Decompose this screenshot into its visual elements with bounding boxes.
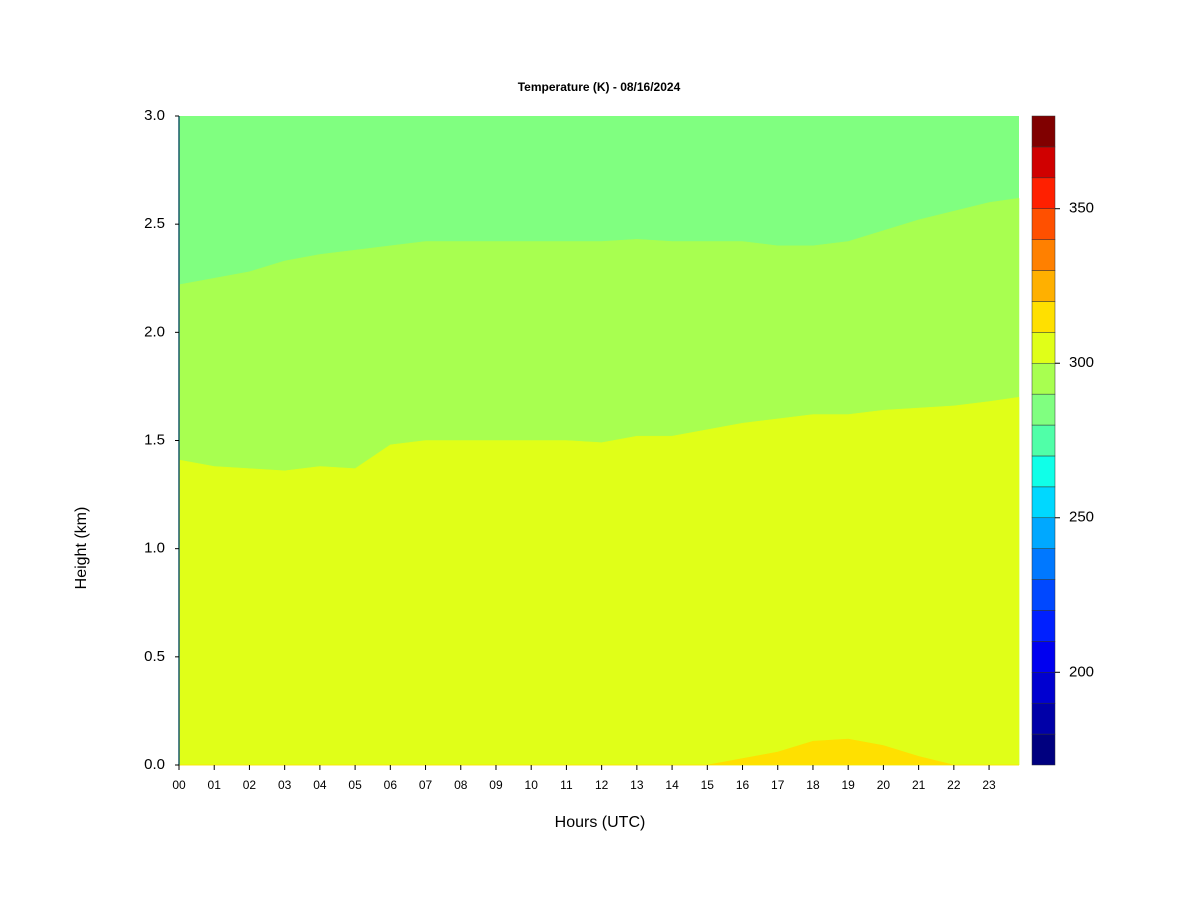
contour-region	[178, 396, 1020, 766]
x-tick-label: 08	[454, 778, 468, 792]
colorbar-band	[1031, 208, 1056, 240]
y-tick-label: 0.5	[144, 648, 165, 665]
y-tick-label: 1.0	[144, 540, 165, 557]
x-tick-label: 04	[313, 778, 327, 792]
y-tick-label: 2.0	[144, 323, 165, 340]
colorbar-band	[1031, 301, 1056, 333]
x-tick-label: 18	[806, 778, 820, 792]
x-tick-label: 03	[278, 778, 292, 792]
x-tick-label: 02	[243, 778, 257, 792]
colorbar-band	[1031, 486, 1056, 519]
x-tick-label: 13	[630, 778, 644, 792]
x-tick-label: 19	[842, 778, 856, 792]
x-tick-label: 21	[912, 778, 926, 792]
colorbar-band	[1031, 362, 1056, 395]
colorbar-tick-label: 350	[1069, 200, 1094, 217]
chart-title: Temperature (K) - 08/16/2024	[518, 80, 681, 94]
x-tick-label: 10	[525, 778, 539, 792]
colorbar-band	[1031, 239, 1056, 271]
colorbar-band	[1031, 610, 1056, 642]
x-tick-label: 07	[419, 778, 433, 792]
colorbar-band	[1031, 115, 1056, 148]
y-axis-label: Height (km)	[73, 507, 90, 590]
x-tick-label: 01	[208, 778, 222, 792]
colorbar-band	[1031, 733, 1056, 766]
colorbar-tick-label: 300	[1069, 354, 1094, 371]
y-tick-label: 2.5	[144, 215, 165, 232]
x-tick-label: 16	[736, 778, 750, 792]
colorbar-band	[1031, 579, 1056, 611]
x-tick-label: 05	[348, 778, 362, 792]
colorbar-band	[1031, 672, 1056, 704]
x-tick-label: 22	[947, 778, 961, 792]
colorbar-band	[1031, 146, 1056, 179]
x-tick-label: 23	[982, 778, 996, 792]
y-tick-label: 0.0	[144, 756, 165, 773]
x-tick-label: 00	[172, 778, 186, 792]
y-tick-label: 1.5	[144, 431, 165, 448]
x-axis-label: Hours (UTC)	[555, 814, 646, 831]
x-tick-label: 06	[384, 778, 398, 792]
x-tick-label: 09	[489, 778, 503, 792]
y-tick-label: 3.0	[144, 107, 165, 124]
x-tick-label: 11	[560, 778, 573, 792]
contour-region	[179, 738, 1019, 766]
x-tick-label: 12	[595, 778, 609, 792]
colorbar-band	[1031, 393, 1056, 426]
colorbar-band	[1031, 177, 1056, 209]
colorbar-tick-label: 200	[1069, 663, 1094, 680]
colorbar-band	[1031, 270, 1056, 302]
colorbar-band	[1031, 548, 1056, 580]
colorbar-band	[1031, 332, 1056, 364]
colorbar-tick-label: 250	[1069, 509, 1094, 526]
colorbar-band	[1031, 517, 1056, 549]
x-tick-label: 17	[771, 778, 785, 792]
colorbar-band	[1031, 424, 1056, 457]
colorbar-band	[1031, 641, 1056, 673]
x-tick-label: 15	[701, 778, 715, 792]
x-tick-label: 14	[665, 778, 679, 792]
colorbar-band	[1031, 455, 1056, 488]
colorbar-band	[1031, 702, 1056, 735]
x-tick-label: 20	[877, 778, 891, 792]
